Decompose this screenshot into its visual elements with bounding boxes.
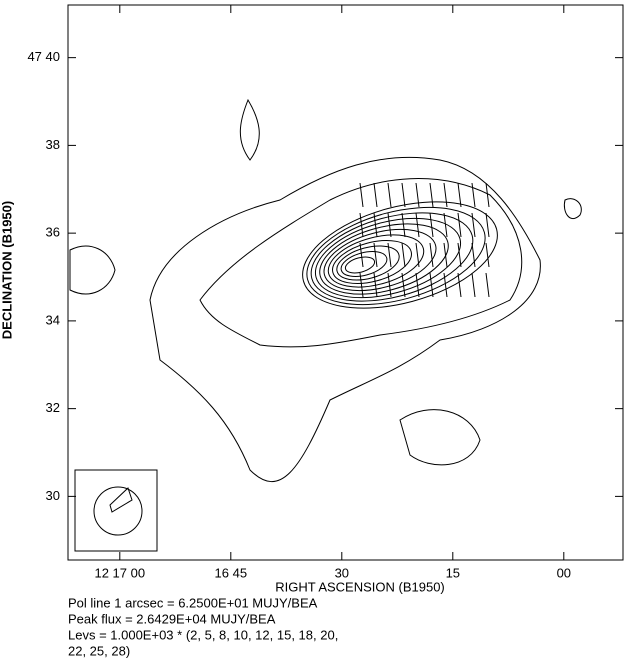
polarization-vector (471, 182, 476, 208)
y-tick-label: 36 (46, 225, 60, 240)
note: Peak flux = 2.6429E+04 MUJY/BEA (68, 611, 276, 626)
contour-line (149, 156, 541, 482)
polarization-vector (457, 212, 462, 238)
y-axis-label: DECLINATION (B1950) (0, 201, 14, 339)
contour-line (323, 228, 437, 292)
beam-vector (109, 487, 133, 513)
polarization-vector (457, 242, 462, 268)
polarization-vector (373, 242, 378, 268)
contour-line (239, 98, 260, 161)
polarization-vector (457, 272, 462, 298)
polarization-vector (359, 212, 364, 238)
x-tick-label: 00 (557, 565, 571, 580)
contour-line (199, 178, 523, 348)
polarization-vector (415, 212, 420, 238)
x-tick-label: 15 (446, 565, 460, 580)
polarization-vector (471, 212, 476, 238)
polarization-vector (443, 212, 448, 238)
contours (69, 98, 582, 482)
polarization-vector (359, 242, 364, 268)
polarization-vector (471, 272, 476, 298)
polarization-vector (415, 272, 420, 298)
polarization-vector (471, 242, 476, 268)
x-axis-label: RIGHT ASCENSION (B1950) (275, 579, 445, 594)
y-tick-label: 47 40 (27, 49, 60, 64)
contour-line (327, 234, 425, 288)
polarization-vector (373, 272, 378, 298)
polarization-vector (387, 182, 392, 208)
beam-inset (74, 469, 158, 552)
polarization-vector (359, 272, 364, 298)
contour-line (399, 409, 481, 466)
contours (302, 182, 498, 309)
polarization-vector (373, 182, 378, 208)
polarization-vector (429, 212, 434, 238)
contour-line (344, 256, 376, 274)
polarization-vector (485, 242, 490, 268)
polarization-vector (485, 212, 490, 238)
polarization-vector (387, 272, 392, 298)
contour-line (310, 212, 474, 302)
polarization-vector (387, 242, 392, 268)
note: Levs = 1.000E+03 * (2, 5, 8, 10, 12, 15,… (68, 627, 338, 642)
polarization-vector (359, 182, 364, 208)
beam-box (74, 469, 158, 552)
y-tick-label: 30 (46, 488, 60, 503)
polarization-vector (429, 182, 434, 208)
contour-line (336, 245, 400, 281)
polarization-vector (429, 242, 434, 268)
x-tick-label: 16 45 (215, 565, 248, 580)
contour-line (302, 201, 498, 309)
contour-line (332, 239, 412, 285)
polarization-vector (443, 182, 448, 208)
note: Pol line 1 arcsec = 6.2500E+01 MUJY/BEA (68, 595, 318, 610)
polarization-vector (443, 242, 448, 268)
polarization-vector (387, 212, 392, 238)
polarization-vector (401, 242, 406, 268)
polarization-vector (401, 272, 406, 298)
polarization-vector (457, 182, 462, 208)
contour-line (563, 198, 582, 220)
contour-line (69, 245, 116, 295)
polarization-vector (429, 272, 434, 298)
polarization-vector (415, 242, 420, 268)
y-tick-label: 38 (46, 137, 60, 152)
x-tick-label: 12 17 00 (94, 565, 145, 580)
polarization-vector (485, 272, 490, 298)
contour-line (306, 206, 486, 306)
polarization-vector (415, 182, 420, 208)
polarization-vector (401, 212, 406, 238)
polarization-vector (373, 212, 378, 238)
polarization-vector (401, 182, 406, 208)
plot-frame (67, 4, 624, 561)
beam (93, 486, 143, 536)
note: 22, 25, 28) (68, 643, 130, 658)
y-tick-label: 34 (46, 312, 60, 327)
polarization-vector (485, 182, 490, 208)
contour-line (314, 217, 462, 299)
polarization-vector (443, 272, 448, 298)
x-tick-label: 30 (335, 565, 349, 580)
y-tick-label: 32 (46, 400, 60, 415)
